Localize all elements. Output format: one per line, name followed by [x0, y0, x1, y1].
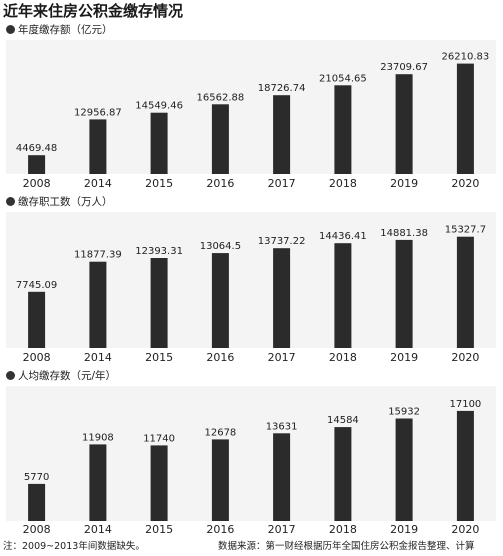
value-label-2008: 5770: [24, 472, 49, 483]
x-tick-label-2015: 2015: [145, 523, 174, 536]
bar-2018: [334, 243, 352, 348]
panel-title: 缴存职工数（万人）: [18, 196, 113, 208]
chart-panel-depositing-workers: 缴存职工数（万人） 7745.09 11877.39 12393.31 13064.5…: [6, 194, 496, 366]
value-label-2014: 12956.87: [74, 107, 122, 118]
bar-2008: [28, 155, 46, 174]
bar-2017: [273, 95, 291, 174]
x-tick-label-2015: 2015: [145, 177, 174, 190]
panel-heading: 年度缴存额（亿元）: [6, 22, 496, 38]
value-label-2016: 13064.5: [200, 241, 241, 252]
bar-2016: [211, 253, 229, 348]
x-tick-label-2017: 2017: [267, 351, 296, 364]
bullet-dot-icon: [6, 371, 15, 380]
value-label-2017: 18726.74: [258, 83, 306, 94]
bar-chart-per-capita-deposit: 5770 11908 11740 12678 13631 14584 15932 17100: [24, 399, 481, 521]
x-tick-label-2020: 2020: [451, 523, 480, 536]
value-label-2014: 11908: [82, 432, 114, 443]
bar-chart-depositing-workers: 7745.09 11877.39 12393.31 13064.5 13737.22 14…: [16, 225, 486, 348]
x-tick-label-2019: 2019: [390, 351, 419, 364]
bar-2020: [456, 410, 474, 521]
data-source: 数据来源：第一财经根据历年全国住房公积金报告整理、计算: [218, 541, 475, 552]
plot-area: 4469.48 12956.87 14549.46 16562.88 18726.74 2…: [6, 40, 496, 174]
value-label-2018: 14584: [327, 415, 359, 426]
value-label-2008: 4469.48: [16, 143, 57, 154]
panel-heading: 缴存职工数（万人）: [6, 194, 496, 210]
x-tick-label-2014: 2014: [83, 351, 112, 364]
value-label-2016: 12678: [204, 427, 236, 438]
value-label-2015: 14549.46: [135, 101, 183, 112]
value-label-2015: 12393.31: [135, 246, 183, 257]
footnote: 注：2009~2013年间数据缺失。: [3, 541, 145, 552]
x-tick-label-2014: 2014: [83, 523, 112, 536]
value-label-2020: 17100: [449, 399, 481, 410]
value-label-2015: 11740: [143, 433, 175, 444]
x-tick-label-2018: 2018: [328, 523, 357, 536]
x-axis-labels: 2008 2014 2015 2016 2017 2018 2019 2020: [6, 523, 496, 537]
bar-2015: [150, 445, 168, 521]
bar-2014: [89, 119, 107, 174]
x-axis-labels: 2008 2014 2015 2016 2017 2018 2019 2020: [6, 351, 496, 365]
bar-2016: [211, 104, 229, 174]
bar-2018: [334, 427, 352, 521]
x-tick-label-2019: 2019: [390, 523, 419, 536]
x-tick-label-2014: 2014: [83, 177, 112, 190]
x-tick-label-2018: 2018: [328, 351, 357, 364]
bar-2020: [456, 63, 474, 174]
bar-2014: [89, 444, 107, 521]
x-tick-label-2018: 2018: [328, 177, 357, 190]
plot-area: 5770 11908 11740 12678 13631 14584 15932 17100: [6, 386, 496, 521]
footer: 注：2009~2013年间数据缺失。 数据来源：第一财经根据历年全国住房公积金报…: [3, 539, 500, 555]
x-axis-labels: 2008 2014 2015 2016 2017 2018 2019 2020: [6, 177, 496, 191]
x-tick-label-2008: 2008: [22, 177, 51, 190]
x-tick-label-2008: 2008: [22, 523, 51, 536]
plot-area: 7745.09 11877.39 12393.31 13064.5 13737.22 14…: [6, 212, 496, 348]
x-tick-label-2016: 2016: [206, 177, 235, 190]
value-label-2020: 26210.83: [442, 52, 490, 63]
bar-2019: [395, 418, 413, 521]
bar-2015: [150, 112, 168, 174]
value-label-2020: 15327.7: [445, 225, 486, 236]
bar-2018: [334, 85, 352, 174]
value-label-2017: 13631: [266, 421, 298, 432]
value-label-2019: 14881.38: [380, 228, 428, 239]
panel-title: 人均缴存数（元/年）: [18, 370, 117, 382]
panel-heading: 人均缴存数（元/年）: [6, 368, 496, 384]
bar-2019: [395, 74, 413, 174]
bar-2008: [28, 291, 46, 348]
x-tick-label-2015: 2015: [145, 351, 174, 364]
bar-2017: [273, 433, 291, 521]
bar-2017: [273, 248, 291, 348]
bar-2016: [211, 439, 229, 521]
x-tick-label-2020: 2020: [451, 177, 480, 190]
value-label-2017: 13737.22: [258, 236, 306, 247]
value-label-2018: 14436.41: [319, 231, 367, 242]
bar-2008: [28, 483, 46, 521]
x-tick-label-2017: 2017: [267, 177, 296, 190]
value-label-2019: 23709.67: [380, 62, 428, 73]
x-tick-label-2008: 2008: [22, 351, 51, 364]
x-tick-label-2016: 2016: [206, 523, 235, 536]
chart-panel-deposit-amount: 年度缴存额（亿元） 4469.48 12956.87 14549.46 16562.8…: [6, 22, 496, 192]
bar-2019: [395, 239, 413, 348]
x-tick-label-2016: 2016: [206, 351, 235, 364]
x-tick-label-2019: 2019: [390, 177, 419, 190]
bar-chart-deposit-amount: 4469.48 12956.87 14549.46 16562.88 18726.74 2…: [16, 52, 490, 174]
bar-2014: [89, 261, 107, 348]
value-label-2016: 16562.88: [197, 92, 245, 103]
panel-title: 年度缴存额（亿元）: [18, 24, 113, 36]
bar-2015: [150, 258, 168, 348]
x-tick-label-2017: 2017: [267, 523, 296, 536]
page-title: 近年来住房公积金缴存情况: [3, 2, 184, 20]
chart-panel-per-capita-deposit: 人均缴存数（元/年） 5770 11908 11740 12678 13631 14584…: [6, 368, 496, 539]
bar-2020: [456, 236, 474, 348]
bullet-dot-icon: [6, 25, 15, 34]
value-label-2008: 7745.09: [16, 280, 57, 291]
value-label-2014: 11877.39: [74, 250, 122, 261]
x-tick-label-2020: 2020: [451, 351, 480, 364]
value-label-2019: 15932: [388, 407, 420, 418]
value-label-2018: 21054.65: [319, 73, 367, 84]
bullet-dot-icon: [6, 197, 15, 206]
